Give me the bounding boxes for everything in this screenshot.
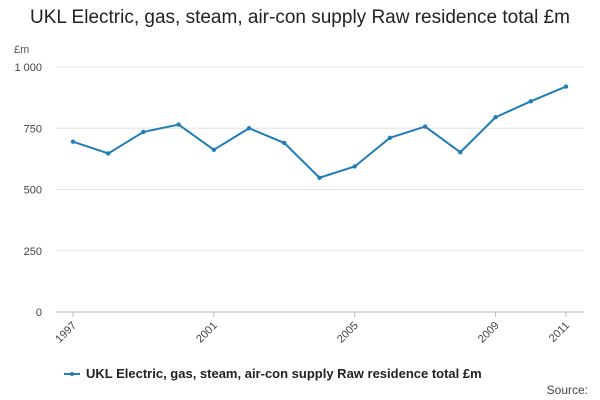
data-point[interactable] [352, 164, 357, 169]
y-tick-label: 750 [24, 123, 42, 135]
y-tick-label: 250 [24, 246, 42, 258]
chart-title: UKL Electric, gas, steam, air-con supply… [30, 7, 570, 28]
source-label: Source: [546, 383, 588, 397]
data-point[interactable] [106, 151, 111, 156]
x-tick-label: 1997 [53, 320, 79, 346]
data-point[interactable] [211, 147, 217, 153]
data-point[interactable] [458, 150, 463, 155]
y-axis: 0 250 500 750 1 000 [14, 62, 42, 319]
x-tick-label: 2001 [194, 320, 220, 346]
data-point[interactable] [528, 99, 533, 104]
data-point[interactable] [563, 84, 569, 89]
y-tick-label: 1 000 [14, 62, 42, 74]
data-point[interactable] [246, 126, 252, 131]
legend-label: UKL Electric, gas, steam, air-con supply… [86, 366, 482, 381]
series-line [72, 85, 567, 179]
data-point[interactable] [282, 140, 287, 146]
data-point[interactable] [387, 135, 393, 141]
legend[interactable]: UKL Electric, gas, steam, air-con supply… [64, 366, 482, 381]
data-point[interactable] [317, 175, 322, 180]
x-tick-label: 2005 [335, 320, 361, 346]
y-tick-label: 500 [24, 185, 42, 197]
data-point[interactable] [141, 129, 146, 135]
data-point[interactable] [176, 122, 181, 127]
series-group [70, 84, 569, 180]
y-axis-unit: £m [14, 44, 30, 56]
legend-line-marker-icon [64, 369, 80, 379]
gridlines [56, 66, 584, 313]
x-tick-label: 2011 [547, 320, 572, 345]
x-axis: 1997 2001 2005 2009 2011 [53, 312, 572, 345]
x-tick-label: 2009 [476, 320, 502, 346]
y-tick-label: 0 [36, 307, 42, 319]
data-point[interactable] [70, 139, 76, 144]
data-point[interactable] [493, 115, 498, 120]
data-point[interactable] [422, 124, 428, 129]
